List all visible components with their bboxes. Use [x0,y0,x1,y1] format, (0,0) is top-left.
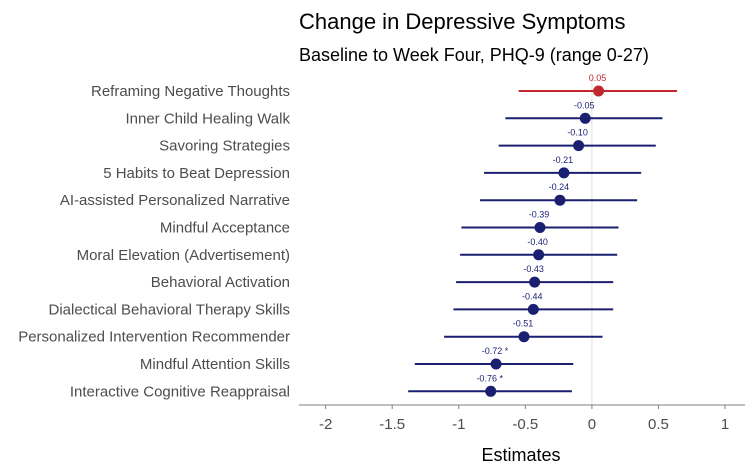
estimate-value-label: -0.10 [567,128,588,138]
chart-subtitle: Baseline to Week Four, PHQ-9 (range 0-27… [299,45,649,65]
estimate-value-label: 0.05 [589,73,607,83]
category-label: Mindful Acceptance [160,220,290,237]
estimate-value-label: -0.76 * [476,373,503,383]
category-label: Interactive Cognitive Reappraisal [70,383,290,400]
estimate-point [593,85,605,97]
category-label: 5 Habits to Beat Depression [103,165,290,182]
x-axis-ticks: -2 -1.5 -1 -0.5 0 0.5 1 [319,405,729,433]
estimate-point [529,276,541,288]
estimate-value-label: -0.21 [553,155,574,165]
estimate-value-label: -0.44 [522,291,543,301]
x-tick-label: 1 [721,416,729,433]
estimate-point [518,331,530,343]
category-label: Inner Child Healing Walk [125,110,290,127]
category-label: Personalized Intervention Recommender [18,329,290,346]
x-tick-label: -1 [452,416,465,433]
estimate-value-label: -0.05 [574,100,595,110]
x-axis-label: Estimates [481,445,560,465]
estimate-point [554,194,566,206]
estimate-point [579,112,591,124]
estimate-rows: Reframing Negative Thoughts 0.05 Inner Chi… [18,73,678,400]
category-label: Mindful Attention Skills [140,356,290,373]
category-label: AI-assisted Personalized Narrative [60,192,290,209]
category-label: Moral Elevation (Advertisement) [77,247,290,264]
category-label: Savoring Strategies [159,138,290,155]
chart-title: Change in Depressive Symptoms [299,9,625,34]
category-label: Dialectical Behavioral Therapy Skills [49,301,291,318]
estimate-point [527,303,539,315]
estimate-value-label: -0.72 * [482,346,509,356]
estimate-value-label: -0.40 [527,237,548,247]
estimate-point [534,222,546,233]
estimate-point [490,358,502,370]
category-label: Behavioral Activation [151,274,290,291]
x-tick-label: -2 [319,416,332,433]
x-tick-label: 0.5 [648,416,669,433]
estimate-point [558,167,570,179]
estimate-point [533,249,545,261]
estimate-point [573,140,585,152]
x-tick-label: 0 [588,416,596,433]
estimate-point [485,385,497,397]
x-tick-label: -1.5 [379,416,405,433]
category-label: Reframing Negative Thoughts [91,83,290,100]
x-tick-label: -0.5 [512,416,538,433]
estimate-value-label: -0.39 [529,210,550,220]
estimate-value-label: -0.24 [549,182,570,192]
estimate-value-label: -0.43 [523,264,544,274]
estimate-value-label: -0.51 [513,319,534,329]
